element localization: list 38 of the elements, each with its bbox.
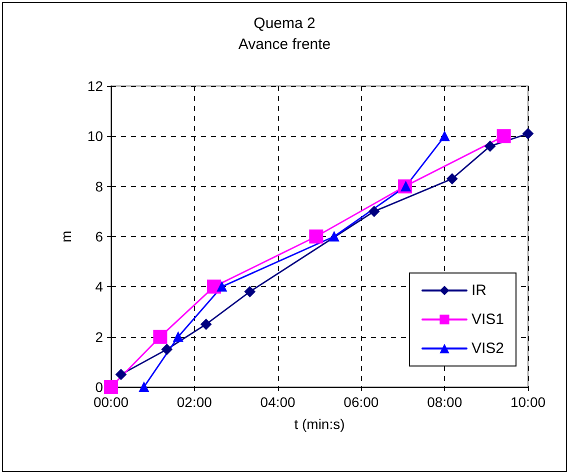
point xyxy=(207,280,221,294)
point xyxy=(440,131,450,142)
y-tick-label: 8 xyxy=(95,178,104,194)
y-tick-label: 4 xyxy=(95,278,104,295)
point xyxy=(522,128,534,140)
point xyxy=(244,286,256,298)
y-tick-label: 6 xyxy=(95,228,104,244)
y-axis-title: m xyxy=(58,230,74,242)
x-axis-title: t (min:s) xyxy=(294,416,345,432)
point xyxy=(200,318,212,330)
chart-title: Quema 2 xyxy=(254,15,316,32)
x-tick-label: 08:00 xyxy=(427,394,462,410)
x-tick-label: 00:00 xyxy=(93,394,129,410)
y-tick-label: 0 xyxy=(95,379,104,395)
point xyxy=(173,332,184,342)
point xyxy=(161,344,172,355)
point xyxy=(153,330,168,344)
point xyxy=(104,380,118,394)
x-tick-label: 04:00 xyxy=(260,394,296,410)
point xyxy=(309,230,324,244)
y-tick-label: 10 xyxy=(87,128,104,144)
point xyxy=(368,206,380,217)
point xyxy=(138,382,149,392)
y-tick-label: 12 xyxy=(87,78,104,94)
point xyxy=(446,173,458,184)
x-tick-label: 02:00 xyxy=(176,394,212,410)
x-tick-label: 10:00 xyxy=(510,394,546,410)
point xyxy=(116,368,127,380)
legend-label: VIS2 xyxy=(471,340,504,357)
point xyxy=(329,232,340,242)
x-tick-label: 06:00 xyxy=(344,394,379,410)
chart-subtitle: Avance frente xyxy=(238,36,331,53)
point xyxy=(216,282,227,292)
point xyxy=(496,129,511,144)
legend-label: IR xyxy=(471,282,487,299)
legend-label: VIS1 xyxy=(471,311,504,328)
y-tick-label: 2 xyxy=(95,328,104,345)
point xyxy=(484,140,496,152)
